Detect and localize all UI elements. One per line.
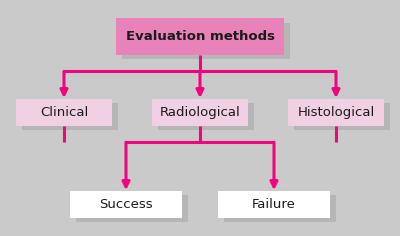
Text: Evaluation methods: Evaluation methods xyxy=(126,30,274,43)
FancyBboxPatch shape xyxy=(16,99,112,126)
FancyBboxPatch shape xyxy=(70,191,182,218)
FancyBboxPatch shape xyxy=(76,195,188,222)
FancyBboxPatch shape xyxy=(158,103,254,130)
FancyBboxPatch shape xyxy=(294,103,390,130)
Text: Clinical: Clinical xyxy=(40,105,88,119)
Text: Histological: Histological xyxy=(297,105,375,119)
FancyBboxPatch shape xyxy=(122,23,290,59)
Text: Failure: Failure xyxy=(252,198,296,211)
FancyBboxPatch shape xyxy=(288,99,384,126)
Text: Success: Success xyxy=(99,198,153,211)
FancyBboxPatch shape xyxy=(218,191,330,218)
FancyBboxPatch shape xyxy=(152,99,248,126)
FancyBboxPatch shape xyxy=(224,195,336,222)
FancyBboxPatch shape xyxy=(22,103,118,130)
Text: Radiological: Radiological xyxy=(160,105,240,119)
FancyBboxPatch shape xyxy=(116,18,284,55)
